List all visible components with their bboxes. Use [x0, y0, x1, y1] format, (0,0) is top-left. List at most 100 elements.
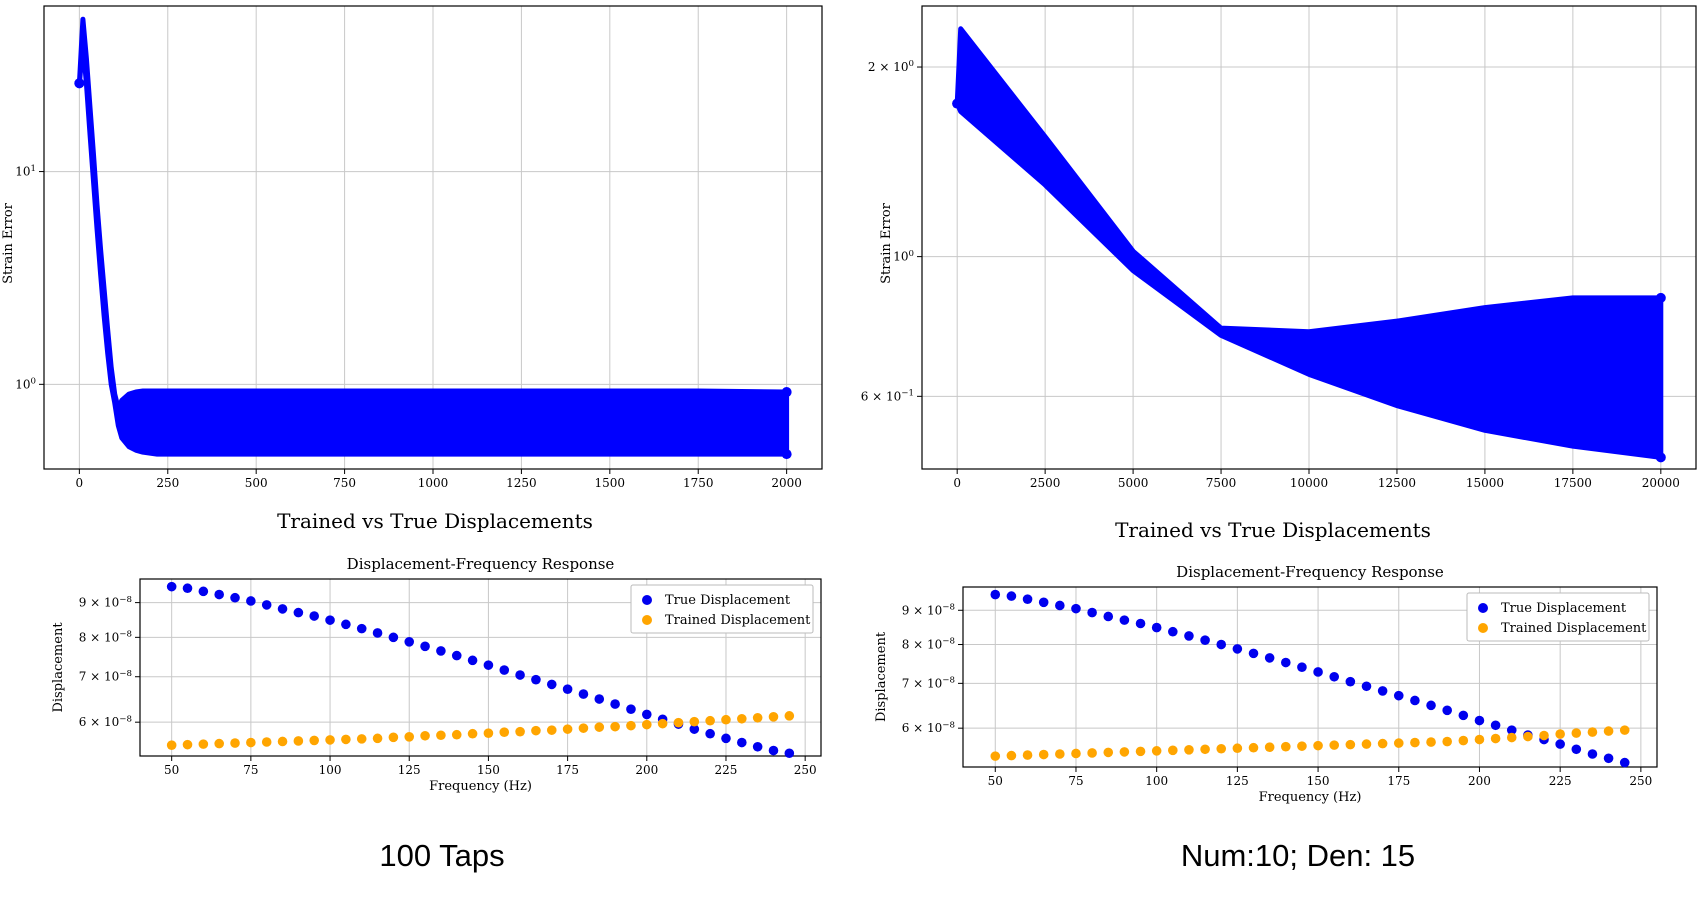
p0-disp-title: Displacement-Frequency Response — [347, 555, 615, 573]
p0-strain-end-point — [74, 78, 85, 89]
p1-disp-point-true — [1474, 715, 1485, 726]
p0-disp-ytick-label: 6 × 10−8 — [79, 714, 132, 729]
p0-disp-point-trained — [309, 735, 320, 746]
p0-disp-point-trained — [467, 728, 478, 739]
p1-disp-point-trained — [990, 751, 1001, 761]
p0-disp-point-true — [737, 737, 747, 748]
p1-disp-point-true — [1297, 662, 1307, 672]
p1-disp-point-trained — [1345, 739, 1356, 750]
p1-disp-point-trained — [1619, 725, 1630, 735]
p0-disp-point-trained — [436, 730, 446, 741]
caption-right: Num:10; Den: 15 — [1181, 838, 1415, 873]
p1-strain-end-point — [1655, 452, 1666, 463]
p1-disp-legend-marker — [1478, 603, 1488, 613]
p1-disp-point-trained — [1135, 746, 1146, 757]
p0-disp-legend-label: True Displacement — [665, 593, 791, 608]
p0-disp-point-trained — [594, 722, 605, 732]
p0-disp-point-trained — [499, 727, 510, 737]
p1-disp-point-trained — [1022, 750, 1033, 760]
p0-disp-ytick-label: 8 × 10−8 — [79, 630, 132, 645]
p1-disp-point-true — [1587, 749, 1598, 759]
p1-disp-point-true — [1038, 597, 1049, 608]
p0-disp-point-true — [546, 679, 557, 690]
p0-disp-point-true — [404, 636, 415, 647]
p0-strain-ylabel: Strain Error — [1, 202, 16, 284]
p0-disp-point-trained — [673, 717, 684, 728]
p1-disp-point-trained — [1200, 744, 1210, 755]
p0-disp-point-trained — [610, 721, 620, 732]
p1-disp-point-true — [1071, 603, 1081, 614]
p0-strain-xtick-label: 1250 — [506, 476, 537, 490]
p1-disp-legend-marker — [1478, 623, 1488, 633]
p0-disp-point-true — [531, 674, 541, 685]
section-title-left: Trained vs True Displacements — [277, 509, 593, 533]
p1-disp-xtick-label: 200 — [1468, 774, 1491, 788]
p0-disp-point-true — [277, 604, 288, 614]
p0-disp-point-trained — [277, 736, 288, 747]
p1-strain-xtick-label: 12500 — [1378, 476, 1416, 490]
p1-disp-point-trained — [1232, 743, 1243, 754]
p0-disp-xtick-label: 250 — [794, 763, 817, 777]
p1-disp-point-trained — [1087, 748, 1097, 758]
p1-strain-xtick-label: 17500 — [1554, 476, 1592, 490]
p0-disp-point-true — [261, 600, 272, 610]
p1-strain-xtick-label: 0 — [953, 476, 961, 490]
p1-disp-point-trained — [1603, 726, 1614, 736]
strain-error-chart-right: 0 2500 5000 7500 10000 12500 15000 17500 20000 6 … — [861, 5, 1697, 490]
p1-disp-ytick-label: 9 × 10−8 — [902, 602, 955, 617]
p0-disp-point-true — [325, 615, 335, 625]
p1-disp-point-trained — [1377, 738, 1388, 749]
p1-strain-end-point — [1655, 292, 1666, 303]
p1-disp-point-true — [1119, 615, 1130, 625]
p1-disp-point-true — [1393, 690, 1404, 701]
p0-disp-point-trained — [451, 729, 462, 740]
p1-disp-point-true — [1410, 695, 1420, 706]
p0-disp-point-true — [451, 650, 462, 661]
p0-disp-point-true — [705, 728, 715, 739]
p0-disp-point-true — [578, 689, 589, 699]
panel-left: 0 250 500 750 1000 1250 1500 1750 2000 100 101 Stra… — [1, 5, 823, 873]
p0-disp-ytick-label: 9 × 10−8 — [79, 595, 132, 610]
p1-disp-point-trained — [1168, 745, 1178, 756]
p1-disp-xlabel: Frequency (Hz) — [1259, 790, 1362, 805]
p1-disp-point-trained — [1442, 736, 1452, 747]
p0-disp-point-trained — [230, 738, 240, 748]
p1-disp-point-true — [1571, 744, 1582, 755]
p0-disp-point-true — [246, 596, 256, 606]
p1-disp-point-trained — [1038, 749, 1049, 760]
p1-disp-point-trained — [1458, 735, 1469, 746]
p0-disp-xtick-label: 150 — [477, 763, 500, 777]
p1-disp-point-true — [1264, 653, 1275, 663]
p1-disp-point-trained — [1539, 730, 1549, 741]
p0-disp-point-trained — [198, 739, 209, 749]
p1-disp-point-trained — [1506, 732, 1517, 743]
p0-strain-xtick-label: 500 — [245, 476, 268, 490]
p1-disp-point-true — [1103, 611, 1114, 622]
p1-strain-xtick-label: 20000 — [1642, 476, 1680, 490]
p1-disp-point-true — [1184, 631, 1194, 641]
p1-disp-point-trained — [1006, 750, 1017, 761]
p1-disp-point-true — [1329, 671, 1340, 682]
p1-disp-point-true — [1555, 739, 1565, 749]
p1-disp-point-true — [1216, 639, 1227, 650]
p0-disp-legend: True Displacement Trained Displacement — [630, 584, 814, 634]
p0-disp-point-trained — [356, 734, 367, 744]
p0-disp-ylabel: Displacement — [51, 622, 66, 713]
p1-disp-point-trained — [1184, 744, 1194, 755]
p1-disp-point-true — [1055, 600, 1065, 611]
p1-disp-ylabel: Displacement — [874, 631, 889, 722]
section-title-right: Trained vs True Displacements — [1115, 518, 1431, 542]
p1-disp-point-true — [1232, 644, 1243, 654]
p0-disp-point-true — [388, 632, 399, 643]
p0-disp-point-trained — [721, 714, 731, 725]
p0-strain-series-band — [76, 16, 790, 457]
p1-disp-point-true — [1087, 607, 1097, 618]
p0-disp-point-trained — [657, 718, 668, 729]
p1-disp-point-true — [1458, 710, 1469, 721]
p1-disp-xtick-label: 225 — [1549, 774, 1572, 788]
p1-disp-point-true — [990, 589, 1001, 600]
p1-disp-xtick-label: 125 — [1226, 774, 1249, 788]
p1-strain-xtick-label: 10000 — [1290, 476, 1328, 490]
p1-disp-ytick-label: 7 × 10−8 — [902, 676, 955, 691]
p0-disp-point-true — [420, 641, 430, 652]
